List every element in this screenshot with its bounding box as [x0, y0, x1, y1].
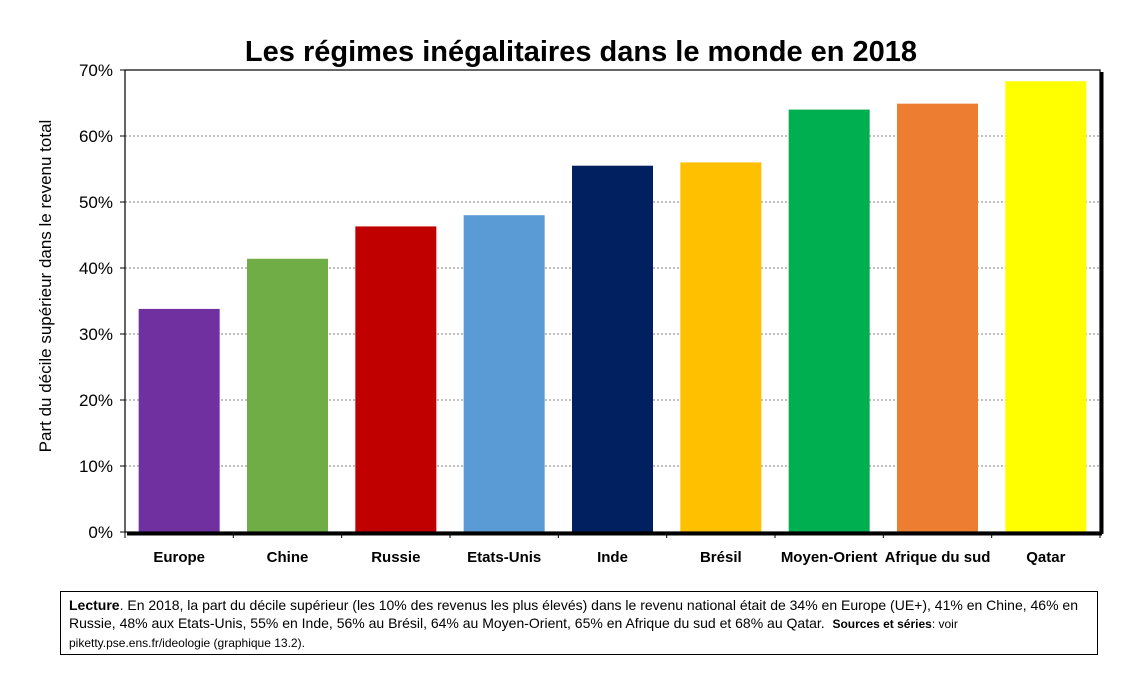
- y-tick-label: 60%: [79, 127, 113, 146]
- sources-label: Sources et séries: [832, 617, 932, 631]
- bar-etats-unis: [463, 215, 545, 532]
- y-tick-label: 30%: [79, 325, 113, 344]
- bar-qatar: [1005, 81, 1087, 532]
- x-tick-label: Chine: [266, 549, 309, 566]
- x-tick-label: Afrique du sud: [884, 549, 991, 566]
- y-tick-label: 10%: [79, 457, 113, 476]
- y-tick-label: 20%: [79, 391, 113, 410]
- y-tick-label: 0%: [88, 523, 113, 542]
- note-text: . En 2018, la part du décile supérieur (…: [69, 597, 1078, 631]
- bar-afrique-du-sud: [897, 103, 978, 532]
- bars: [138, 81, 1087, 533]
- x-tick-label: Moyen-Orient: [780, 549, 878, 566]
- chart-title: Les régimes inégalitaires dans le monde …: [244, 36, 918, 68]
- x-tick-label: Etats-Unis: [467, 549, 542, 566]
- y-axis-label: Part du décile supérieur dans le revenu …: [36, 119, 55, 453]
- y-tick-label: 50%: [79, 193, 113, 212]
- y-tick-label: 70%: [79, 61, 113, 80]
- x-tick-label: Russie: [371, 549, 421, 566]
- plot-frame: [124, 69, 1101, 533]
- axes: [120, 69, 1104, 538]
- x-tick-label: Inde: [597, 549, 628, 566]
- reading-note: Lecture. En 2018, la part du décile supé…: [60, 591, 1098, 655]
- note-lead: Lecture: [69, 597, 120, 613]
- x-tick-label: Europe: [153, 549, 205, 566]
- bar-inde: [572, 165, 653, 532]
- y-tick-label: 40%: [79, 259, 113, 278]
- sources-text: : voir piketty.pse.ens.fr/ideologie (gra…: [69, 617, 958, 650]
- bar-europe: [138, 308, 220, 532]
- bar-chine: [247, 258, 328, 532]
- bar-brésil: [680, 162, 762, 532]
- x-tick-label: Brésil: [699, 549, 742, 566]
- bar-russie: [355, 226, 437, 533]
- y-tick-labels: 0% 10% 20% 30% 40% 50% 60% 70%: [79, 61, 113, 542]
- bar-moyen-orient: [788, 109, 870, 532]
- x-tick-label: Qatar: [1026, 549, 1066, 566]
